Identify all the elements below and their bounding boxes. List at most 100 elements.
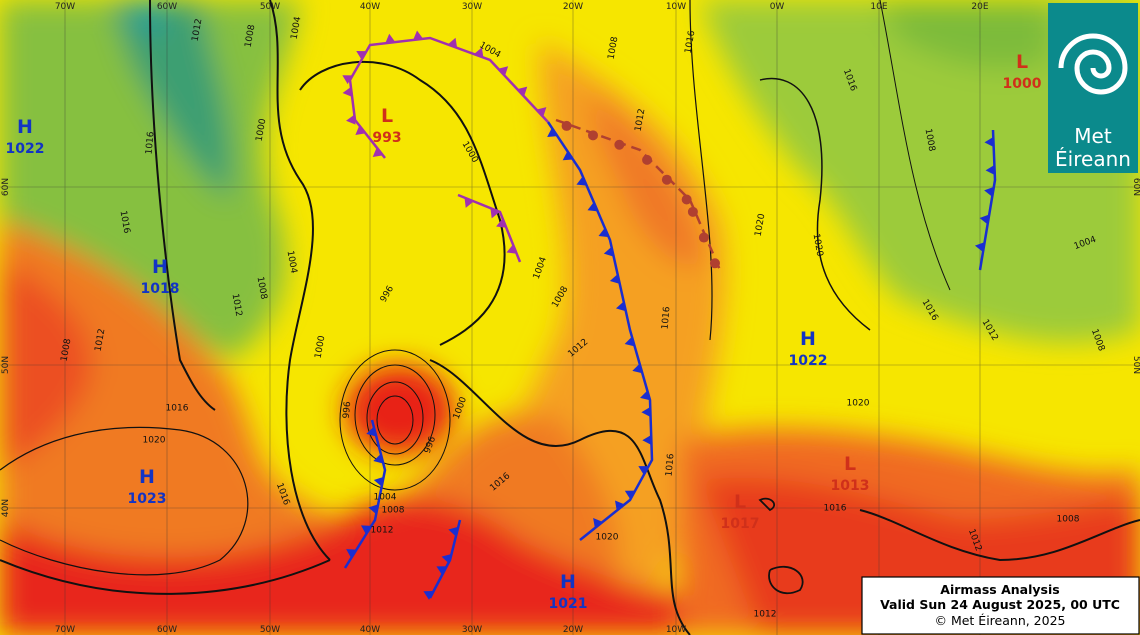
isobar-label: 1016 bbox=[145, 131, 157, 155]
front-symbol bbox=[448, 526, 459, 537]
front-symbol bbox=[615, 301, 626, 312]
front-symbol bbox=[536, 107, 547, 117]
isobar-label: 1020 bbox=[596, 533, 619, 543]
front-symbol bbox=[593, 517, 603, 529]
front-symbol bbox=[447, 37, 458, 48]
pressure-center-value: 1017 bbox=[721, 516, 760, 532]
isobar-label: 1012 bbox=[94, 328, 108, 352]
front-symbol bbox=[356, 50, 367, 60]
front-symbol bbox=[517, 86, 528, 97]
valid-time: Valid Sun 24 August 2025, 00 UTC bbox=[880, 597, 1120, 612]
front-symbol bbox=[609, 274, 620, 284]
front-symbol bbox=[498, 66, 509, 76]
pressure-center-value: 1022 bbox=[789, 353, 828, 369]
front-symbol bbox=[385, 33, 396, 44]
front-symbol bbox=[441, 553, 452, 564]
isobar-label: 1004 bbox=[290, 16, 304, 41]
front-symbol bbox=[346, 549, 357, 559]
pressure-center-value: 1022 bbox=[6, 141, 45, 157]
isobar-label: 1008 bbox=[923, 128, 937, 153]
front-symbol bbox=[698, 232, 709, 243]
front-symbol bbox=[624, 336, 635, 347]
longitude-label: 0W bbox=[770, 2, 785, 12]
front-symbol bbox=[587, 130, 598, 141]
isobar-label: 1020 bbox=[754, 213, 768, 238]
isobar-label: 1012 bbox=[371, 526, 394, 536]
front-symbol bbox=[587, 202, 598, 212]
front-symbol bbox=[474, 47, 484, 58]
logo-line2: Éireann bbox=[1055, 147, 1131, 171]
front-symbol bbox=[642, 154, 653, 165]
front-symbol bbox=[614, 139, 625, 150]
latitude-label: 40N bbox=[1, 499, 11, 517]
isobar-label: 1016 bbox=[665, 453, 677, 477]
isobar-label: 1012 bbox=[230, 293, 244, 317]
isobar-label: 1012 bbox=[191, 18, 205, 42]
front-symbol bbox=[490, 208, 500, 219]
front-symbol bbox=[985, 164, 995, 175]
isobar-label: 1008 bbox=[244, 24, 258, 49]
pressure-center-letter: H bbox=[139, 466, 155, 488]
pressure-center-value: 993 bbox=[372, 130, 401, 146]
isobar-label: 1008 bbox=[607, 36, 621, 61]
isobar-label: 1008 bbox=[1057, 515, 1080, 525]
longitude-label: 30W bbox=[462, 2, 482, 12]
front-symbol bbox=[598, 227, 609, 238]
longitude-label: 30W bbox=[462, 625, 482, 635]
front-symbol bbox=[342, 75, 353, 85]
longitude-label: 40W bbox=[360, 2, 380, 12]
front-symbol bbox=[640, 390, 651, 401]
fronts bbox=[342, 30, 997, 600]
pressure-center-value: 1023 bbox=[128, 491, 167, 507]
front-symbol bbox=[496, 218, 507, 228]
front-symbol bbox=[638, 466, 649, 475]
isobar-label: 1008 bbox=[60, 338, 74, 363]
front-line bbox=[978, 129, 997, 271]
front-symbol bbox=[423, 590, 434, 600]
latitude-label: 50N bbox=[1131, 356, 1140, 374]
isobar-label: 1008 bbox=[382, 506, 405, 516]
isobar-label: 1004 bbox=[374, 493, 397, 503]
isobar-label: 1016 bbox=[661, 306, 673, 330]
front-symbol bbox=[368, 504, 379, 515]
isobar-label: 1020 bbox=[811, 233, 825, 258]
longitude-label: 40W bbox=[360, 625, 380, 635]
longitude-label: 70W bbox=[55, 625, 75, 635]
front-symbol bbox=[361, 525, 372, 535]
front-symbol bbox=[372, 147, 383, 157]
isobar-label: 996 bbox=[342, 401, 353, 419]
isobar-label: 1000 bbox=[255, 118, 269, 143]
front-symbol bbox=[642, 434, 652, 445]
front-symbol bbox=[624, 490, 636, 500]
logo-line1: Met bbox=[1074, 124, 1112, 148]
front-symbol bbox=[547, 127, 558, 137]
front-symbol bbox=[373, 453, 384, 464]
front-symbol bbox=[603, 246, 614, 257]
title-box-frame bbox=[861, 576, 1140, 635]
isobar-label: 1020 bbox=[143, 436, 166, 446]
longitude-label: 20W bbox=[563, 2, 583, 12]
pressure-center-value: 1013 bbox=[831, 478, 870, 494]
front-symbol bbox=[373, 476, 384, 487]
isobar-label: 1008 bbox=[255, 276, 269, 301]
longitude-label: 60W bbox=[157, 625, 177, 635]
front-symbol bbox=[506, 244, 517, 254]
longitude-label: 60W bbox=[157, 2, 177, 12]
isobar-label: 1016 bbox=[166, 404, 189, 414]
longitude-label: 10E bbox=[870, 2, 887, 12]
front-symbol bbox=[709, 258, 720, 269]
longitude-label: 20W bbox=[563, 625, 583, 635]
isobar-label: 1016 bbox=[824, 504, 847, 514]
front-symbol bbox=[342, 86, 353, 97]
front-symbol bbox=[355, 125, 366, 135]
front-symbol bbox=[632, 363, 643, 374]
isobar-label: 1020 bbox=[847, 399, 870, 409]
isobar-label: 1016 bbox=[684, 30, 698, 55]
latitude-label: 60N bbox=[1, 178, 11, 196]
front-symbol bbox=[661, 174, 672, 185]
isobar-label: 1004 bbox=[285, 250, 299, 275]
front-line bbox=[343, 419, 387, 569]
